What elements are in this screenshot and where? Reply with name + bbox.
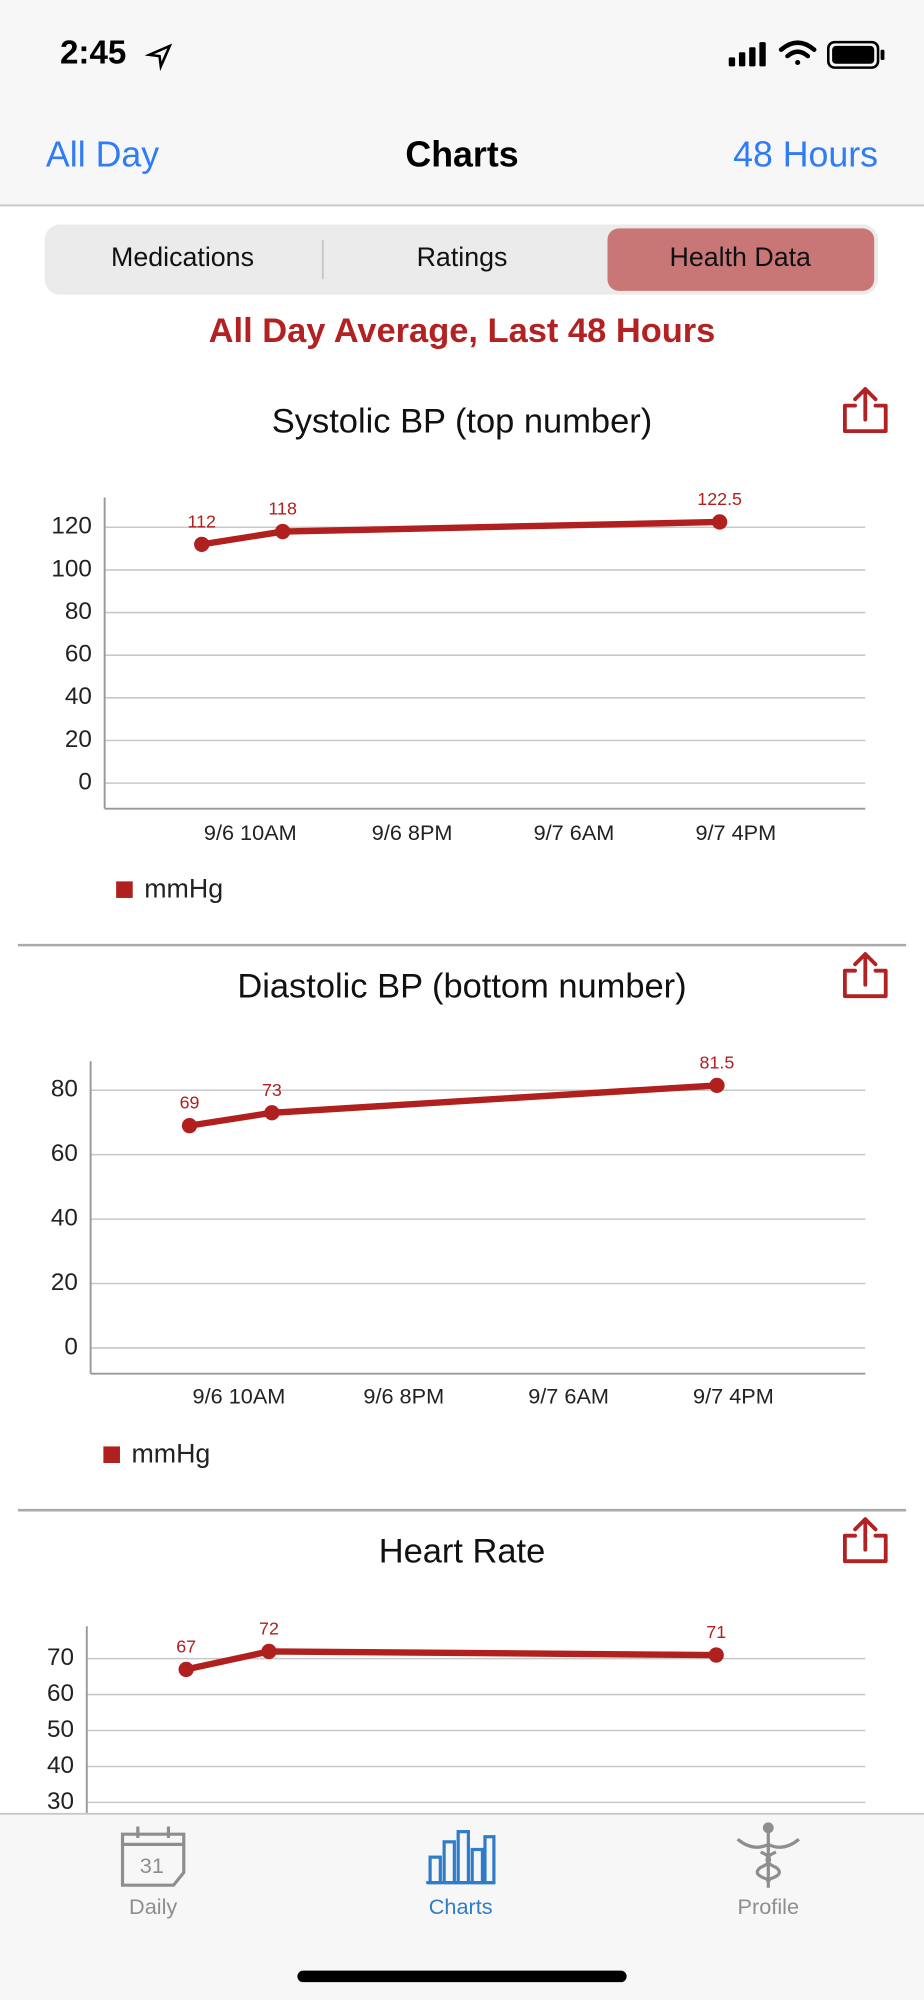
y-tick-label: 0: [78, 769, 91, 796]
calendar-icon-text: 31: [140, 1853, 164, 1878]
y-tick-label: 40: [47, 1752, 74, 1779]
x-tick-label: 9/7 4PM: [695, 820, 776, 845]
y-tick-label: 60: [51, 1140, 78, 1167]
segment-selected: [607, 228, 875, 291]
y-tick-label: 30: [47, 1788, 74, 1815]
chart: Systolic BP (top number) 0 20 40 60 80 100 120 9…: [51, 403, 866, 903]
chart-title: Systolic BP (top number): [272, 403, 652, 441]
tab-label: Daily: [129, 1894, 177, 1919]
x-tick-label: 9/7 4PM: [693, 1384, 774, 1409]
data-label: 81.5: [700, 1052, 735, 1072]
chart-title: Heart Rate: [379, 1533, 546, 1571]
x-tick-label: 9/6 8PM: [372, 820, 453, 845]
chart: Diastolic BP (bottom number) 0 20 40 60 80 9/6…: [51, 968, 866, 1468]
tab-charts[interactable]: Charts: [426, 1830, 496, 1919]
share-button[interactable]: [842, 952, 888, 999]
chart-title: Diastolic BP (bottom number): [237, 968, 686, 1006]
charts: Systolic BP (top number) 0 20 40 60 80 100 120 9…: [47, 403, 866, 1825]
tab-label: Charts: [429, 1894, 493, 1919]
y-tick-label: 100: [51, 555, 91, 582]
data-label: 71: [706, 1622, 726, 1642]
segment[interactable]: Medications: [111, 242, 254, 272]
caduceus-icon: [736, 1822, 800, 1888]
legend-label: mmHg: [131, 1438, 210, 1468]
y-tick-label: 120: [51, 513, 91, 540]
chart: Heart Rate 30 40 50 60 70 67 72 71: [47, 1533, 866, 1825]
calendar-icon: [120, 1832, 186, 1887]
data-point: [194, 536, 210, 552]
x-tick-label: 9/6 10AM: [204, 820, 297, 845]
legend-label: mmHg: [144, 873, 223, 903]
data-label: 72: [259, 1618, 279, 1638]
battery-icon: [827, 40, 885, 69]
tab-label: Profile: [738, 1894, 799, 1919]
data-label: 73: [262, 1080, 282, 1100]
share-button[interactable]: [842, 387, 888, 434]
y-tick-label: 70: [47, 1644, 74, 1671]
x-tick-label: 9/6 8PM: [363, 1384, 444, 1409]
data-label: 122.5: [697, 489, 742, 509]
segment[interactable]: Health Data: [669, 242, 811, 272]
tab-profile[interactable]: Profile: [736, 1822, 800, 1919]
signal-icon: [728, 42, 766, 67]
nav-right-button[interactable]: 48 Hours: [733, 134, 878, 174]
subtitle: All Day Average, Last 48 Hours: [209, 312, 716, 350]
data-point: [178, 1661, 194, 1678]
wifi-icon: [778, 40, 817, 66]
data-label: 112: [188, 511, 217, 531]
share-button[interactable]: [842, 1517, 888, 1564]
status-time: 2:45: [60, 35, 126, 72]
data-point: [261, 1643, 277, 1660]
tab-daily[interactable]: 31 Daily: [120, 1826, 186, 1919]
y-tick-label: 20: [51, 1269, 78, 1296]
location-icon: [144, 43, 173, 72]
y-tick-label: 20: [65, 726, 92, 753]
y-tick-label: 40: [65, 683, 92, 710]
y-tick-label: 80: [51, 1076, 78, 1103]
data-label: 67: [176, 1636, 196, 1656]
x-tick-label: 9/6 10AM: [193, 1384, 286, 1409]
header-bg: [0, 0, 924, 205]
y-tick-label: 40: [51, 1204, 78, 1231]
x-tick-label: 9/7 6AM: [534, 820, 615, 845]
nav-title: Charts: [405, 134, 518, 174]
data-point: [711, 514, 728, 530]
legend-swatch: [103, 1446, 120, 1464]
home-indicator: [297, 1970, 627, 1983]
tab-bar: 31 Daily Charts Profile: [0, 1812, 924, 2000]
data-label: 69: [180, 1093, 200, 1113]
data-point: [275, 523, 291, 540]
segment[interactable]: Ratings: [417, 242, 508, 272]
data-point: [709, 1077, 725, 1094]
y-tick-label: 80: [65, 598, 92, 625]
data-point: [181, 1118, 198, 1134]
y-tick-label: 60: [47, 1680, 74, 1707]
y-tick-label: 60: [65, 641, 92, 668]
legend-swatch: [116, 881, 133, 898]
y-tick-label: 50: [47, 1716, 74, 1743]
charts-icon: [426, 1830, 496, 1885]
nav-left-button[interactable]: All Day: [46, 134, 159, 174]
x-tick-label: 9/7 6AM: [528, 1384, 609, 1409]
data-label: 118: [268, 499, 297, 519]
y-tick-label: 0: [64, 1333, 77, 1360]
data-point: [708, 1647, 724, 1663]
data-point: [264, 1105, 280, 1121]
